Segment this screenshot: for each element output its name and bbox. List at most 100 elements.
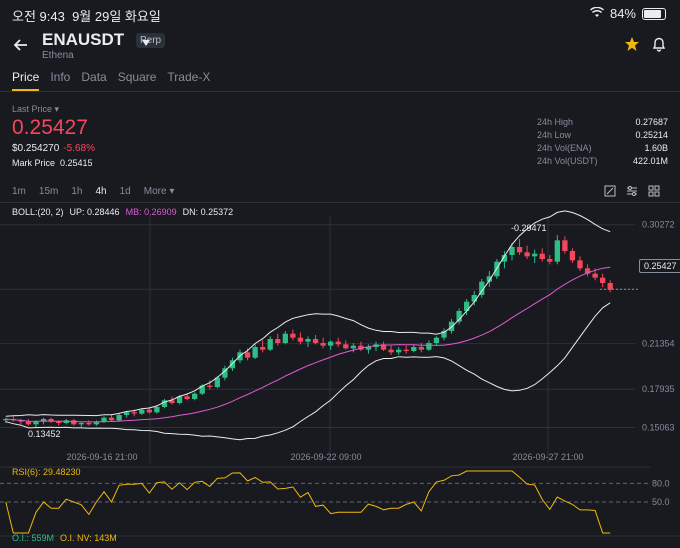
interval-4h[interactable]: 4h [95, 186, 107, 197]
rsi-level-label: 80.0 [652, 478, 670, 488]
stat-row: 24h Vol(ENA) 1.60B [537, 143, 668, 153]
back-arrow-icon[interactable] [12, 36, 30, 54]
boll-lower-line [5, 302, 611, 441]
candle-body [328, 341, 334, 346]
candle-body [56, 421, 62, 423]
status-right: 84% [589, 6, 666, 21]
y-tick-label: 0.15063 [642, 422, 675, 432]
y-tick-label: 0.17935 [642, 384, 675, 394]
candle-body [71, 420, 77, 425]
interval-15m[interactable]: 15m [38, 186, 59, 197]
candle-body [365, 347, 372, 350]
candle-body [350, 345, 356, 349]
candle-body [214, 377, 220, 387]
candle-body [320, 343, 326, 346]
usd-price-line: $0.254270 -5.68% [12, 143, 95, 154]
candle-body [146, 409, 152, 413]
candle-body [396, 349, 402, 353]
candle-body [267, 339, 273, 350]
candle-body [380, 344, 387, 350]
candle-body [524, 252, 530, 257]
boll-middle-line [5, 266, 611, 423]
caret-down-icon: ▾ [54, 104, 60, 114]
bell-icon[interactable] [651, 36, 667, 57]
candle-body [252, 347, 258, 358]
chart-settings-icon[interactable] [626, 184, 638, 202]
tab-price[interactable]: Price [12, 70, 40, 91]
candle-body [282, 333, 288, 343]
candle-body [418, 347, 424, 350]
candle-body [547, 259, 553, 262]
candle-body [532, 253, 538, 257]
candle-body [471, 295, 477, 302]
candle-body [509, 247, 515, 255]
current-price-box: 0.25427 [639, 259, 680, 273]
candle-body [479, 281, 485, 295]
interval-more[interactable]: More ▾ [143, 186, 175, 197]
candle-body [139, 409, 145, 414]
last-price-selector[interactable]: Last Price ▾ [12, 104, 60, 114]
candle-body [101, 417, 107, 422]
candle-body [592, 273, 598, 278]
candle-body [607, 283, 613, 290]
tabs-divider [0, 91, 680, 92]
candle-body [3, 419, 9, 421]
candle-body [131, 412, 137, 414]
symbol-title[interactable]: ENAUSDT [42, 30, 125, 49]
boll-legend: BOLL:(20, 2) UP: 0.28446 MB: 0.26909 DN: 0.… [12, 207, 234, 217]
stat-row: 24h Vol(USDT) 422.01M [537, 156, 668, 166]
boll-upper-line [5, 210, 611, 417]
symbol-dropdown-icon[interactable] [141, 34, 151, 52]
candle-body [116, 415, 122, 421]
candle-body [78, 423, 84, 425]
interval-1h[interactable]: 1h [71, 186, 83, 197]
candle-body [441, 331, 447, 338]
oi-legend: O.I.: 559M O.I. NV: 143M [12, 533, 117, 543]
candle-body [260, 347, 266, 350]
candle-body [290, 333, 296, 338]
battery-percent: 84% [609, 6, 636, 21]
candle-body [433, 337, 440, 343]
price-chart[interactable]: 0.30272 0.21354 0.17935 0.15063 2026-09-16 2… [0, 203, 680, 548]
interval-1m[interactable]: 1m [12, 186, 26, 197]
stat-row: 24h Low 0.25214 [537, 130, 668, 140]
layout-grid-icon[interactable] [648, 184, 660, 202]
tab-data[interactable]: Data [81, 70, 107, 84]
intervals-divider [0, 202, 680, 203]
candle-body [448, 321, 455, 331]
candle-body [169, 400, 175, 403]
y-tick-label: 0.30272 [642, 220, 675, 230]
candle-body [456, 311, 462, 322]
chart-draw-icon[interactable] [604, 184, 616, 202]
favorite-star-icon[interactable] [624, 36, 640, 57]
y-tick-label: 0.21354 [642, 339, 675, 349]
status-time: 오전 9:43 9월 29일 화요일 [12, 9, 161, 24]
candle-body [275, 339, 281, 343]
candle-body [312, 339, 319, 343]
tab-info[interactable]: Info [50, 70, 71, 84]
candle-body [222, 368, 228, 378]
tab-square[interactable]: Square [117, 70, 157, 84]
candle-body [18, 420, 24, 422]
high-marker: -0.29471 [511, 223, 547, 233]
candle-body [229, 360, 236, 369]
candle-body [464, 301, 470, 311]
candle-body [86, 423, 92, 425]
perp-badge: Perp [136, 33, 166, 48]
candle-body [154, 407, 160, 413]
x-tick-label: 2026-09-22 09:00 [290, 452, 361, 462]
interval-selector: 1m 15m 1h 4h 1d More ▾ [12, 186, 187, 197]
low-marker: 0.13452 [28, 429, 61, 439]
candle-body [584, 268, 591, 274]
symbol-subtitle: Ethena [42, 50, 74, 61]
tab-trade-x[interactable]: Trade-X [167, 70, 211, 84]
candle-body [192, 393, 198, 399]
interval-1d[interactable]: 1d [119, 186, 131, 197]
mark-price-line: Mark Price 0.25415 [12, 158, 93, 168]
candle-body [244, 352, 251, 358]
candle-body [124, 412, 130, 415]
candle-body [577, 260, 583, 269]
candle-body [40, 419, 47, 422]
candle-body [184, 396, 190, 399]
candle-body [305, 339, 311, 342]
